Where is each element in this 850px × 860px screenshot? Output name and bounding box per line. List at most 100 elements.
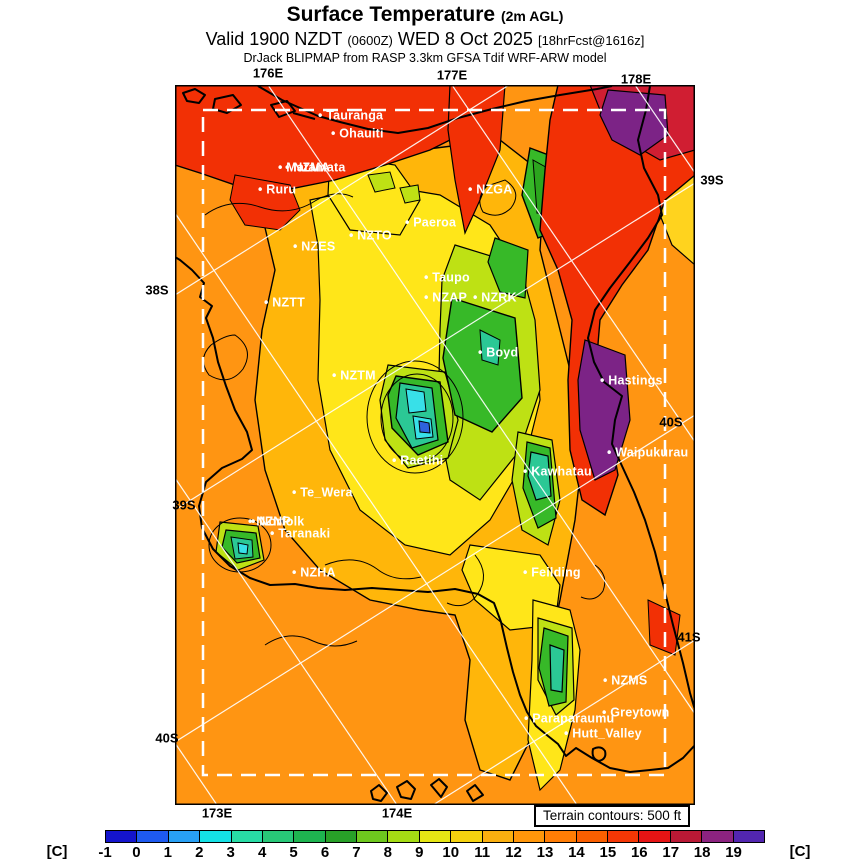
axis-label-41s-right: 41S bbox=[677, 629, 701, 645]
colorbar-unit-left: [C] bbox=[46, 843, 68, 860]
site-label-nzha: • NZHA bbox=[292, 565, 336, 580]
colorbar-segment-10 bbox=[419, 831, 452, 842]
site-label-norfolk: • Norfolk bbox=[251, 514, 305, 529]
site-label-raetihi: • Raetihi bbox=[392, 453, 444, 468]
colorbar bbox=[105, 830, 765, 843]
page-title: Surface Temperature (2m AGL) bbox=[0, 3, 850, 27]
colorbar-tick-17: 17 bbox=[662, 844, 680, 860]
forecast-tag: [18hrFcst@1616z] bbox=[537, 33, 645, 48]
colorbar-tick-4: 4 bbox=[257, 844, 267, 860]
colorbar-tick-13: 13 bbox=[536, 844, 554, 860]
axis-label-40s-left: 40S bbox=[155, 730, 179, 746]
site-label-nzes: • NZES bbox=[293, 239, 336, 254]
valid-date: WED 8 Oct 2025 bbox=[397, 29, 533, 49]
teal-boyd-spot bbox=[479, 329, 501, 366]
purple-gisborne bbox=[599, 89, 669, 156]
site-label-hastings: • Hastings bbox=[600, 373, 663, 388]
site-label-feilding: • Feilding bbox=[523, 565, 581, 580]
colorbar-tick-16: 16 bbox=[630, 844, 648, 860]
purple-hastings bbox=[577, 339, 631, 481]
axis-label-174e-bottom: 174E bbox=[381, 805, 413, 821]
colorbar-segment-18 bbox=[670, 831, 703, 842]
valid-time-line: Valid 1900 NZDT (0600Z) WED 8 Oct 2025 [… bbox=[0, 29, 850, 50]
colorbar-segment-20 bbox=[733, 831, 764, 842]
colorbar-tick-5: 5 bbox=[289, 844, 298, 860]
colorbar-segment-1 bbox=[137, 831, 169, 842]
colorbar-tick-15: 15 bbox=[599, 844, 617, 860]
colorbar-tick-6: 6 bbox=[320, 844, 330, 860]
valid-zulu: (0600Z) bbox=[347, 33, 393, 48]
terrain-note: Terrain contours: 500 ft bbox=[534, 805, 691, 827]
axis-label-39s-right: 39S bbox=[700, 172, 724, 188]
teal-kawhatau bbox=[527, 451, 552, 501]
axis-label-38s-left: 38S bbox=[145, 282, 169, 298]
colorbar-tick-2: 2 bbox=[195, 844, 204, 860]
site-label-taupo: • Taupo bbox=[424, 270, 470, 285]
colorbar-segment-9 bbox=[388, 831, 420, 842]
graticule-lines bbox=[175, 85, 695, 805]
red-ruru-patch bbox=[229, 174, 301, 231]
colorbar-segment-8 bbox=[357, 831, 389, 842]
colorbar-segment-16 bbox=[608, 831, 640, 842]
site-label-paraparaumu: • Paraparaumu bbox=[524, 711, 615, 726]
cyan-ruapehu-upper bbox=[405, 388, 427, 414]
site-label-paeroa: • Paeroa bbox=[405, 215, 457, 230]
site-label-nztm: • NZTM bbox=[332, 368, 376, 383]
site-label-nzms: • NZMS bbox=[603, 673, 648, 688]
site-label-hutt_valley: • Hutt_Valley bbox=[564, 726, 642, 741]
site-label-tauranga: • Tauranga bbox=[318, 108, 384, 123]
colorbar-segment-13 bbox=[513, 831, 546, 842]
green-boyd bbox=[442, 297, 523, 433]
axis-label-39s-left: 39S bbox=[172, 497, 196, 513]
colorbar-tick-0: 0 bbox=[132, 844, 141, 860]
colorbar-tick-8: 8 bbox=[383, 844, 393, 860]
axis-label-176e-top: 176E bbox=[252, 65, 284, 81]
axis-label-40s-right: 40S bbox=[659, 414, 683, 430]
colorbar-segment-6 bbox=[294, 831, 326, 842]
site-label-taranaki: • Taranaki bbox=[270, 526, 331, 541]
site-label-greytown: • Greytown bbox=[602, 705, 670, 720]
yellowgreen-spot-1 bbox=[367, 171, 396, 193]
colorbar-tick-18: 18 bbox=[693, 844, 711, 860]
model-domain-box bbox=[201, 108, 667, 777]
yellowgreen-spot-2 bbox=[399, 184, 421, 204]
site-label-kawhatau: • Kawhatau bbox=[523, 464, 592, 479]
colorbar-tick-19: 19 bbox=[725, 844, 742, 860]
colorbar-tick-1: 1 bbox=[163, 844, 173, 860]
site-label-te_wera: • Te_Wera bbox=[292, 485, 353, 500]
colorbar-unit-right: [C] bbox=[789, 843, 811, 860]
colorbar-segment-14 bbox=[545, 831, 577, 842]
green-kaimanawa-west bbox=[487, 237, 529, 299]
colorbar-tick-14: 14 bbox=[568, 844, 585, 860]
colorbar-segment-15 bbox=[576, 831, 608, 842]
red-tongue-central bbox=[447, 85, 506, 235]
site-label-ohauiti: • Ohauiti bbox=[331, 126, 384, 141]
site-label-nznp: • NZNP bbox=[248, 514, 292, 529]
map-frame bbox=[175, 85, 695, 805]
colorbar-segment-12 bbox=[482, 831, 514, 842]
valid-prefix: Valid 1900 NZDT bbox=[205, 29, 343, 49]
colorbar-segment-17 bbox=[639, 831, 671, 842]
colorbar-segment-19 bbox=[702, 831, 734, 842]
title-main: Surface Temperature bbox=[286, 3, 496, 26]
colorbar-segment-0 bbox=[106, 831, 138, 842]
cyan-taranaki-core bbox=[237, 542, 249, 555]
site-label-nztt: • NZTT bbox=[264, 295, 305, 310]
teal-tararua bbox=[549, 644, 565, 693]
colorbar-segment-5 bbox=[262, 831, 295, 842]
axis-label-178e-top: 178E bbox=[620, 71, 652, 87]
site-label-boyd: • Boyd bbox=[478, 345, 519, 360]
colorbar-tick--1: -1 bbox=[98, 844, 112, 860]
colorbar-segment-7 bbox=[325, 831, 357, 842]
colorbar-segment-2 bbox=[168, 831, 201, 842]
site-label-nzga: • NZGA bbox=[468, 182, 513, 197]
site-label-nzrk: • NZRK bbox=[473, 290, 517, 305]
colorbar-tick-9: 9 bbox=[415, 844, 424, 860]
colorbar-tick-10: 10 bbox=[442, 844, 460, 860]
colorbar-segment-3 bbox=[200, 831, 232, 842]
axis-label-177e-top: 177E bbox=[436, 67, 468, 83]
colorbar-segment-11 bbox=[451, 831, 483, 842]
title-suffix: (2m AGL) bbox=[500, 8, 564, 24]
blue-ruapehu-core bbox=[418, 420, 431, 434]
